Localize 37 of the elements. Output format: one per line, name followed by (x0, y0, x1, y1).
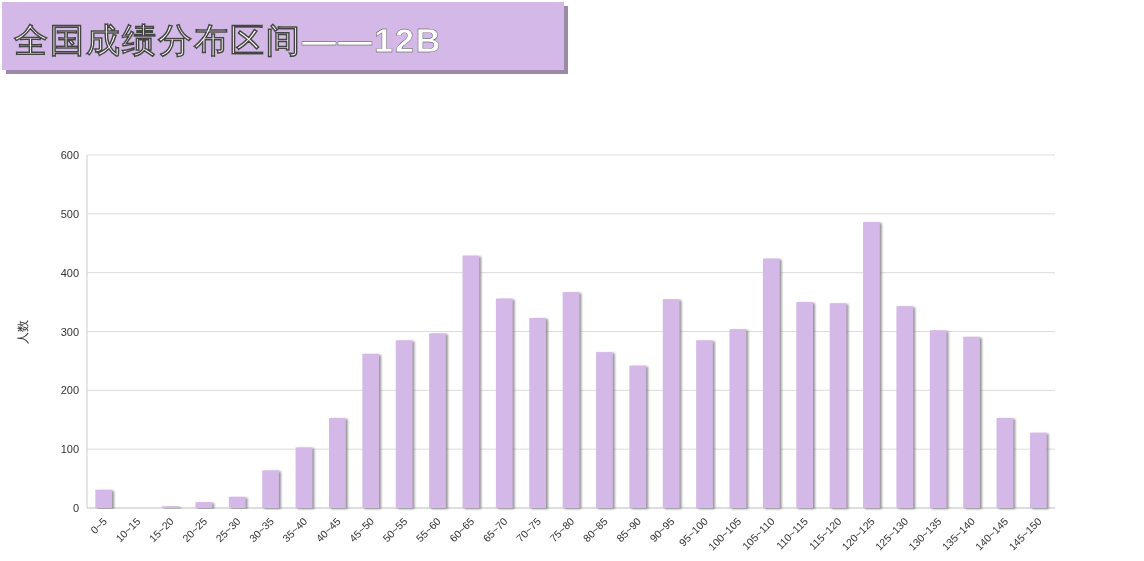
bar (562, 292, 580, 508)
bar (329, 417, 346, 508)
bar (262, 470, 279, 508)
x-tick-label: 0~5 (88, 514, 110, 537)
bar (696, 340, 713, 508)
y-axis-title: 人数 (16, 319, 30, 344)
bar (996, 417, 1014, 508)
bar (1029, 432, 1047, 508)
bar (629, 365, 647, 508)
bar (195, 502, 213, 508)
bar (929, 330, 947, 508)
y-tick-label: 200 (60, 384, 79, 397)
bar (228, 496, 246, 508)
bar (429, 333, 446, 508)
bar (729, 329, 747, 508)
y-tick-label: 500 (60, 207, 79, 220)
bar (495, 298, 513, 508)
bar (295, 447, 313, 508)
bar (863, 222, 880, 508)
bar (462, 255, 480, 508)
bar (662, 299, 680, 508)
chart-title: 全国成绩分布区间——12B (13, 21, 443, 59)
y-tick-label: 600 (60, 149, 79, 161)
bar (362, 353, 380, 508)
y-tick-label: 0 (72, 502, 79, 514)
bar (529, 317, 546, 508)
bar (829, 303, 847, 508)
bar (896, 306, 914, 508)
y-tick-label: 400 (60, 266, 79, 279)
y-tick-label: 100 (60, 443, 79, 456)
bar (796, 302, 813, 508)
bar (963, 336, 980, 508)
bar (95, 489, 113, 508)
bar (395, 340, 413, 508)
y-tick-label: 300 (60, 325, 79, 338)
bar (596, 352, 613, 508)
bar (762, 258, 780, 508)
